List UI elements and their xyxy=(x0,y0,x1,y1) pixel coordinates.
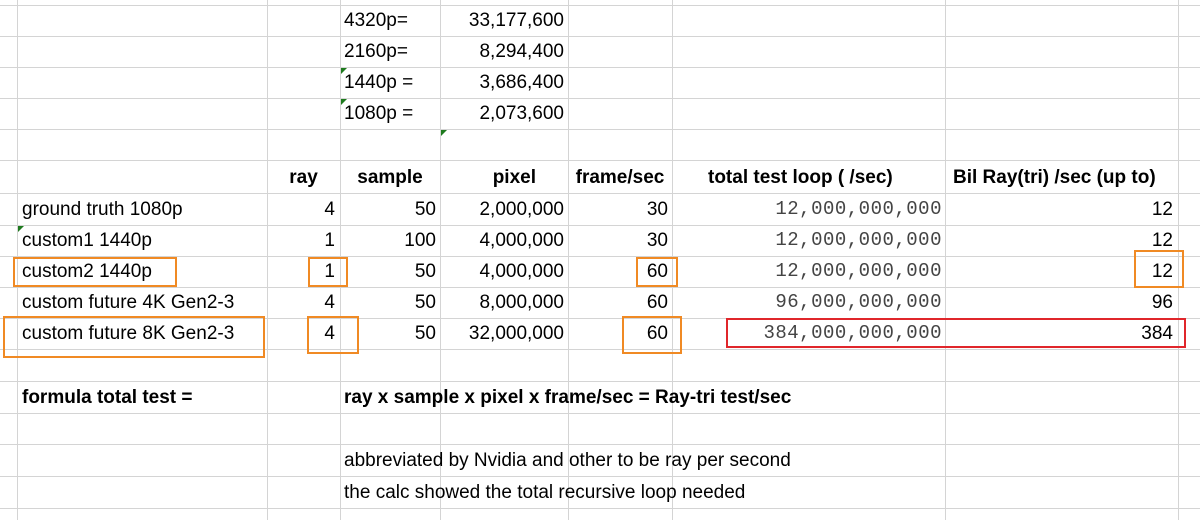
total-loop-cell[interactable]: 384,000,000,000 xyxy=(763,322,942,344)
sample-cell[interactable]: 50 xyxy=(414,323,436,344)
cell-error-indicator xyxy=(18,226,24,232)
ray-cell[interactable]: 4 xyxy=(324,292,335,313)
sample-cell[interactable]: 50 xyxy=(414,261,436,282)
row-name-cell[interactable]: ground truth 1080p xyxy=(22,199,183,220)
grid-row-line xyxy=(0,349,1200,350)
pixel-cell[interactable]: 4,000,000 xyxy=(479,230,564,251)
cell-error-indicator xyxy=(441,130,447,136)
grid-row-line xyxy=(0,98,1200,99)
total-loop-cell[interactable]: 12,000,000,000 xyxy=(775,198,942,220)
grid-column-line xyxy=(672,0,673,520)
formula-label[interactable]: formula total test = xyxy=(22,387,193,408)
resolution-label-cell[interactable]: 4320p= xyxy=(344,10,408,31)
header-frame-per-sec[interactable]: frame/sec xyxy=(575,167,665,188)
grid-row-line xyxy=(0,318,1200,319)
grid-column-line xyxy=(340,0,341,520)
grid-row-line xyxy=(0,160,1200,161)
total-loop-cell[interactable]: 96,000,000,000 xyxy=(775,291,942,313)
fps-cell[interactable]: 60 xyxy=(646,261,668,282)
pixel-cell[interactable]: 8,000,000 xyxy=(479,292,564,313)
fps-cell[interactable]: 60 xyxy=(646,292,668,313)
row-name-cell[interactable]: custom2 1440p xyxy=(22,261,152,282)
header-bil-ray[interactable]: Bil Ray(tri) /sec (up to) xyxy=(953,167,1156,188)
ray-cell[interactable]: 4 xyxy=(324,199,335,220)
ray-cell[interactable]: 4 xyxy=(324,323,335,344)
resolution-pixels-cell[interactable]: 33,177,600 xyxy=(468,10,564,31)
row-name-cell[interactable]: custom future 4K Gen2-3 xyxy=(22,292,235,313)
total-loop-cell[interactable]: 12,000,000,000 xyxy=(775,229,942,251)
bil-ray-cell[interactable]: 96 xyxy=(1151,292,1173,313)
grid-column-line xyxy=(267,0,268,520)
grid-column-line xyxy=(1178,0,1179,520)
total-loop-cell[interactable]: 12,000,000,000 xyxy=(775,260,942,282)
grid-row-line xyxy=(0,287,1200,288)
cell-error-indicator xyxy=(341,99,347,105)
resolution-pixels-cell[interactable]: 8,294,400 xyxy=(479,41,564,62)
grid-row-line xyxy=(0,476,1200,477)
bil-ray-cell[interactable]: 12 xyxy=(1151,261,1173,282)
header-sample[interactable]: sample xyxy=(357,167,423,188)
grid-row-line xyxy=(0,256,1200,257)
ray-cell[interactable]: 1 xyxy=(324,230,335,251)
grid-row-line xyxy=(0,444,1200,445)
sample-cell[interactable]: 100 xyxy=(404,230,436,251)
grid-row-line xyxy=(0,193,1200,194)
sample-cell[interactable]: 50 xyxy=(414,199,436,220)
fps-cell[interactable]: 30 xyxy=(646,230,668,251)
bil-ray-cell[interactable]: 384 xyxy=(1141,323,1173,344)
resolution-pixels-cell[interactable]: 3,686,400 xyxy=(479,72,564,93)
header-pixel[interactable]: pixel xyxy=(492,167,536,188)
grid-column-line xyxy=(568,0,569,520)
pixel-cell[interactable]: 4,000,000 xyxy=(479,261,564,282)
grid-column-line xyxy=(440,0,441,520)
fps-cell[interactable]: 30 xyxy=(646,199,668,220)
grid-row-line xyxy=(0,508,1200,509)
bil-ray-cell[interactable]: 12 xyxy=(1151,230,1173,251)
grid-row-line xyxy=(0,225,1200,226)
resolution-pixels-cell[interactable]: 2,073,600 xyxy=(479,103,564,124)
cell-error-indicator xyxy=(341,68,347,74)
header-total-test-loop[interactable]: total test loop ( /sec) xyxy=(708,167,893,188)
grid-column-line xyxy=(17,0,18,520)
pixel-cell[interactable]: 32,000,000 xyxy=(468,323,564,344)
grid-row-line xyxy=(0,413,1200,414)
grid-row-line xyxy=(0,67,1200,68)
resolution-label-cell[interactable]: 1080p = xyxy=(344,103,414,124)
note-line[interactable]: abbreviated by Nvidia and other to be ra… xyxy=(344,450,791,471)
resolution-label-cell[interactable]: 1440p = xyxy=(344,72,414,93)
bil-ray-cell[interactable]: 12 xyxy=(1151,199,1173,220)
grid-row-line xyxy=(0,129,1200,130)
grid-row-line xyxy=(0,5,1200,6)
grid-column-line xyxy=(945,0,946,520)
row-name-cell[interactable]: custom1 1440p xyxy=(22,230,152,251)
fps-cell[interactable]: 60 xyxy=(646,323,668,344)
row-name-cell[interactable]: custom future 8K Gen2-3 xyxy=(22,323,235,344)
grid-row-line xyxy=(0,36,1200,37)
header-ray[interactable]: ray xyxy=(289,167,318,188)
grid-row-line xyxy=(0,381,1200,382)
pixel-cell[interactable]: 2,000,000 xyxy=(479,199,564,220)
formula-text[interactable]: ray x sample x pixel x frame/sec = Ray-t… xyxy=(344,387,792,408)
sample-cell[interactable]: 50 xyxy=(414,292,436,313)
resolution-label-cell[interactable]: 2160p= xyxy=(344,41,408,62)
note-line[interactable]: the calc showed the total recursive loop… xyxy=(344,482,746,503)
ray-cell[interactable]: 1 xyxy=(324,261,335,282)
